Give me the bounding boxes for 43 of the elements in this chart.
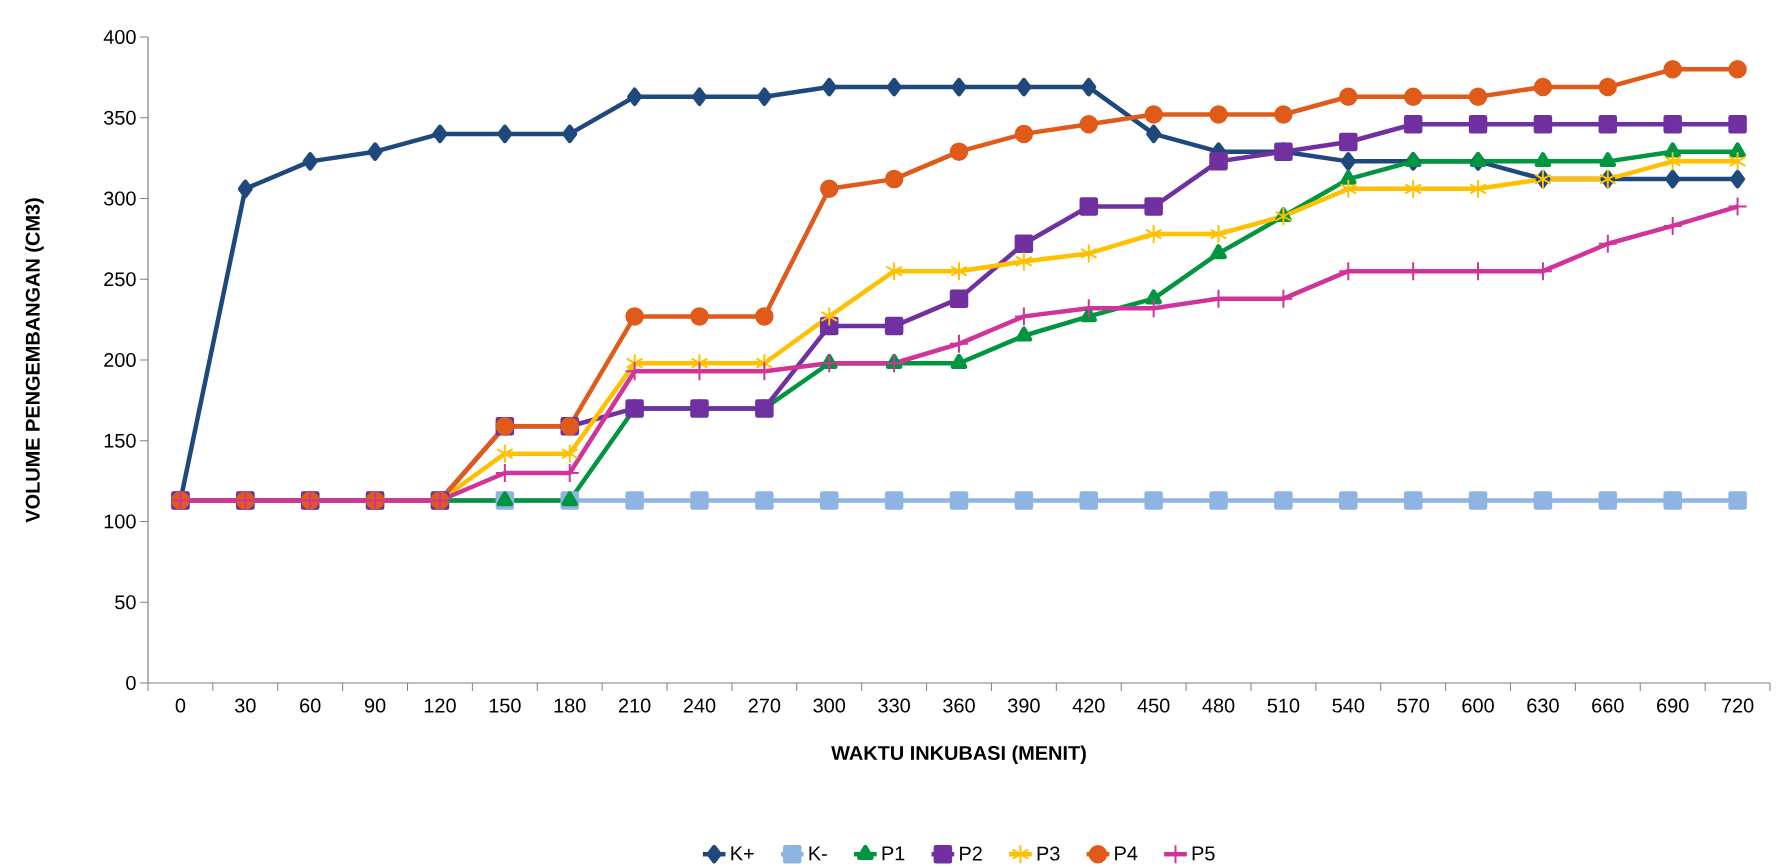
x-tick-label: 420 [1072, 698, 1105, 713]
x-tick-label: 720 [1721, 698, 1754, 713]
y-tick-label: 350 [104, 110, 136, 125]
legend-label: P1 [882, 846, 905, 861]
legend-label: P2 [960, 846, 982, 861]
legend-label: P5 [1192, 846, 1215, 861]
x-tick-label: 90 [364, 698, 386, 713]
y-tick-label: 300 [104, 191, 136, 206]
x-tick-label: 450 [1137, 698, 1170, 713]
y-tick-label: 100 [104, 514, 136, 529]
x-tick-label: 480 [1202, 698, 1235, 713]
y-tick-label: 400 [103, 29, 136, 45]
x-tick-label: 660 [1592, 698, 1624, 713]
y-axis-title: VOLUME PENGEMBANGAN (CM3) [25, 198, 44, 523]
legend-label: P3 [1037, 846, 1060, 861]
x-tick-label: 570 [1397, 698, 1429, 713]
legend-label: K- [809, 846, 827, 861]
x-tick-label: 630 [1527, 698, 1559, 713]
y-tick-label: 250 [104, 272, 136, 287]
x-tick-label: 330 [878, 698, 910, 713]
x-tick-label: 300 [813, 698, 846, 713]
x-tick-label: 180 [554, 698, 586, 713]
y-tick-label: 200 [104, 352, 136, 368]
x-tick-label: 120 [424, 698, 456, 713]
x-tick-label: 360 [943, 698, 975, 713]
legend-label: K+ [731, 846, 754, 861]
x-tick-label: 510 [1267, 698, 1300, 713]
x-axis-title: WAKTU INKUBASI (MENIT) [831, 745, 1086, 764]
x-tick-label: 210 [618, 698, 651, 713]
x-tick-label: 600 [1462, 698, 1494, 713]
x-tick-label: 30 [235, 698, 256, 713]
x-tick-label: 270 [748, 698, 781, 713]
y-tick-label: 50 [115, 595, 136, 610]
x-tick-label: 0 [175, 698, 186, 713]
x-tick-label: 60 [300, 698, 321, 713]
y-tick-label: 150 [104, 433, 136, 448]
x-tick-label: 390 [1008, 698, 1040, 713]
x-tick-label: 150 [489, 698, 521, 713]
y-tick-label: 0 [126, 675, 136, 691]
x-tick-label: 240 [683, 698, 716, 713]
legend-label: P4 [1115, 846, 1138, 861]
x-tick-label: 690 [1657, 698, 1689, 713]
x-tick-label: 540 [1332, 698, 1365, 713]
